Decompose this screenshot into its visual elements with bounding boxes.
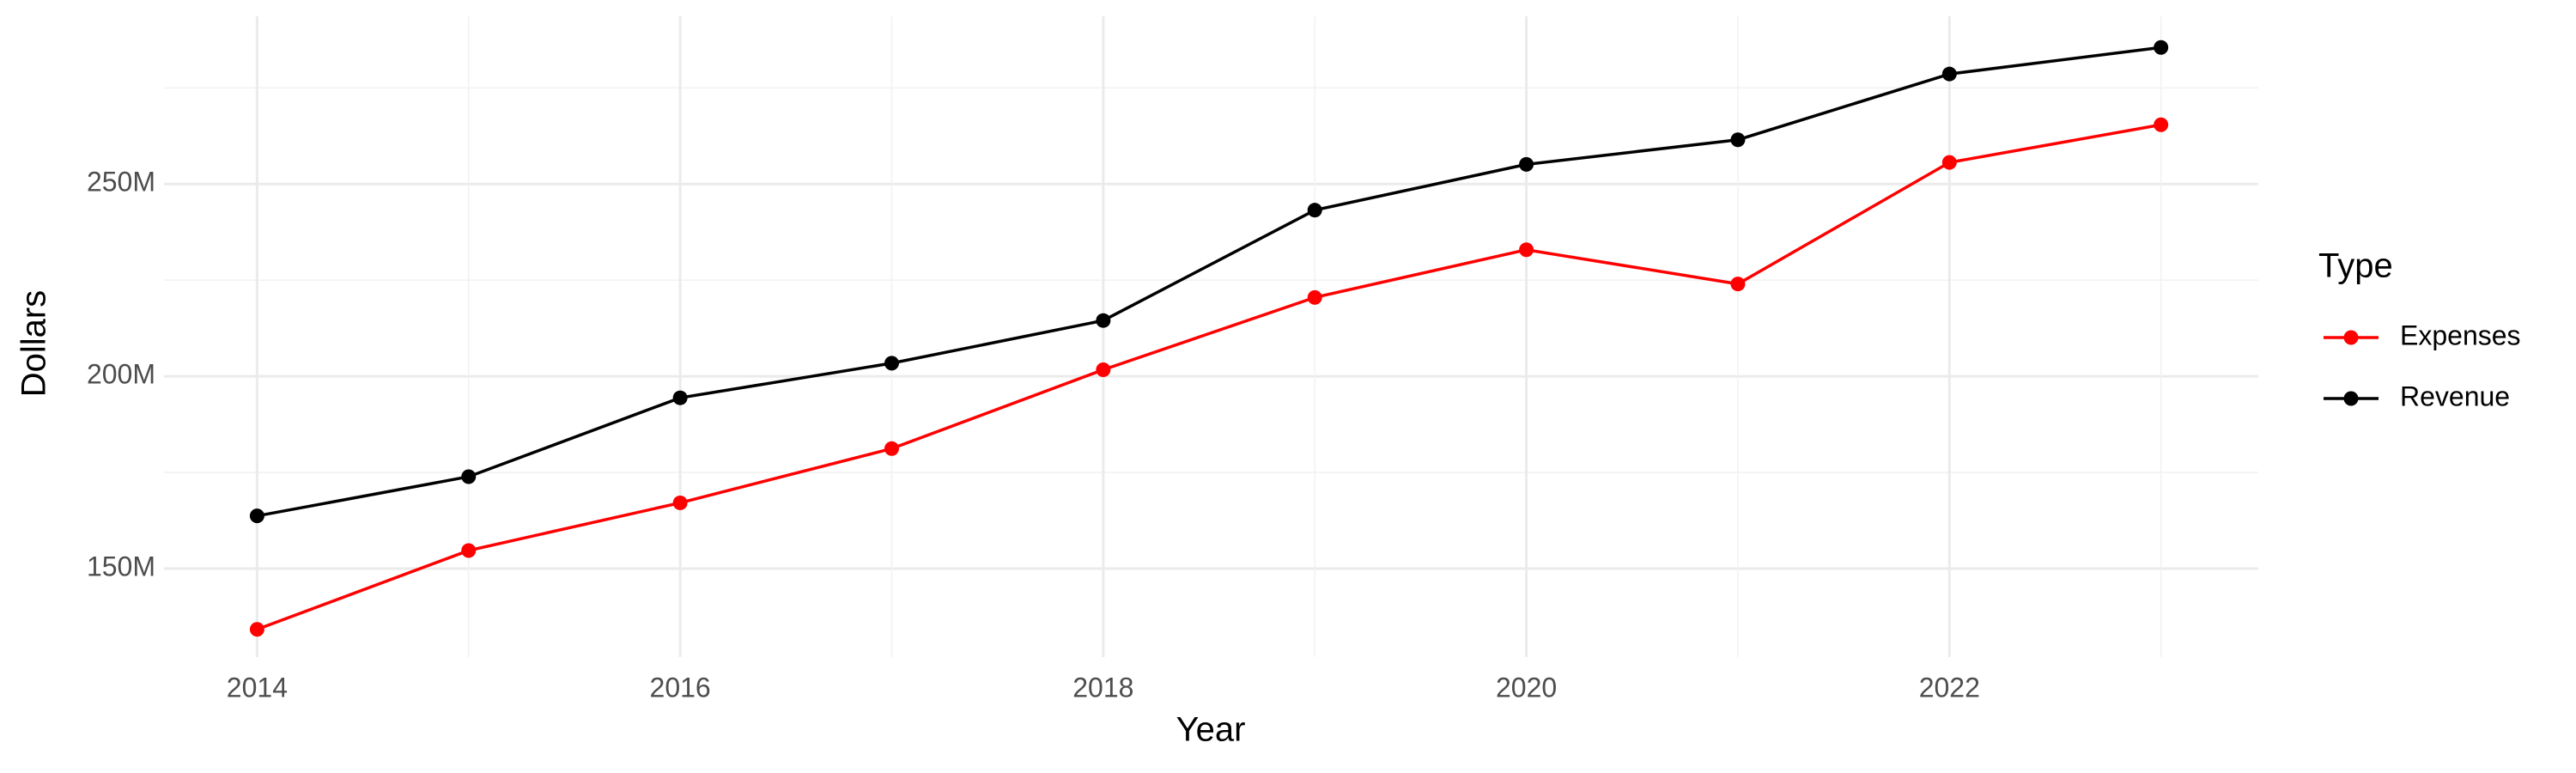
legend-key-point <box>2343 391 2359 406</box>
series-line <box>256 123 2161 631</box>
legend-title: Type <box>2318 247 2393 285</box>
legend-label: Expenses <box>2400 320 2521 350</box>
x-tick-label: 2014 <box>227 672 288 703</box>
data-point <box>461 469 477 484</box>
data-point <box>1307 203 1322 218</box>
data-point <box>249 508 264 524</box>
data-point <box>884 441 899 456</box>
data-point <box>1941 155 1957 170</box>
legend-key-point <box>2343 330 2359 345</box>
data-point <box>672 390 688 405</box>
y-axis-title: Dollars <box>15 290 53 397</box>
data-point <box>884 356 899 371</box>
data-point <box>461 543 477 558</box>
x-tick-label: 2020 <box>1496 672 1557 703</box>
x-tick-label: 2016 <box>650 672 711 703</box>
data-point <box>1519 156 1534 172</box>
data-point <box>2154 40 2169 55</box>
y-tick-label: 250M <box>87 167 155 198</box>
legend-label: Revenue <box>2400 380 2510 411</box>
data-point <box>1096 362 1111 378</box>
data-point <box>672 495 688 510</box>
y-tick-label: 150M <box>87 551 155 581</box>
data-point <box>1307 289 1322 305</box>
series-line <box>257 46 2161 518</box>
x-tick-label: 2018 <box>1072 672 1133 703</box>
data-point <box>2154 117 2169 132</box>
x-axis-title: Year <box>1176 711 1246 749</box>
data-point <box>1519 242 1534 258</box>
x-tick-label: 2022 <box>1919 672 1980 703</box>
data-point <box>1730 132 1746 148</box>
data-point <box>249 622 264 637</box>
y-tick-label: 200M <box>87 359 155 390</box>
data-point <box>1941 66 1957 82</box>
data-point <box>1730 277 1746 292</box>
data-point <box>1096 313 1111 328</box>
